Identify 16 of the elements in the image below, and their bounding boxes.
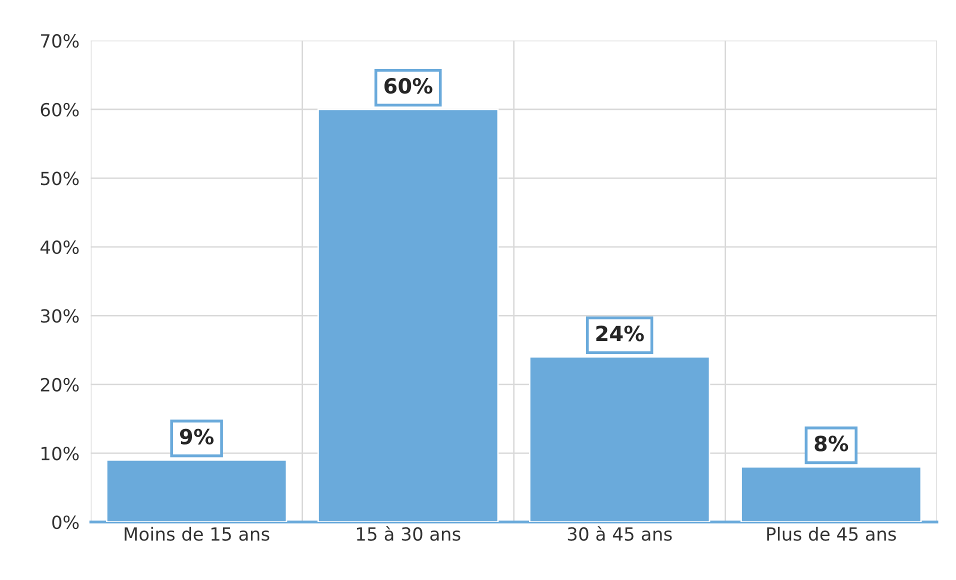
x-tick-label: 15 à 30 ans [357,526,460,541]
x-tick-label: Plus de 45 ans [767,526,896,541]
y-tick-label: 20% [40,378,79,392]
y-tick-label: 30% [40,309,79,323]
x-tick-label: Moins de 15 ans [124,526,270,541]
y-tick-label: 10% [42,446,79,460]
y-tick-label: 0% [52,515,79,530]
x-tick-label: 30 à 45 ans [568,526,672,541]
data-label: 9% [180,428,214,444]
y-tick-label: 40% [40,240,79,254]
data-label: 8% [814,436,848,452]
data-label: 24% [596,326,644,342]
data-label: 60% [384,78,432,94]
y-tick-label: 50% [40,172,79,186]
y-tick-label: 60% [40,102,79,116]
y-tick-label: 70% [41,34,79,48]
